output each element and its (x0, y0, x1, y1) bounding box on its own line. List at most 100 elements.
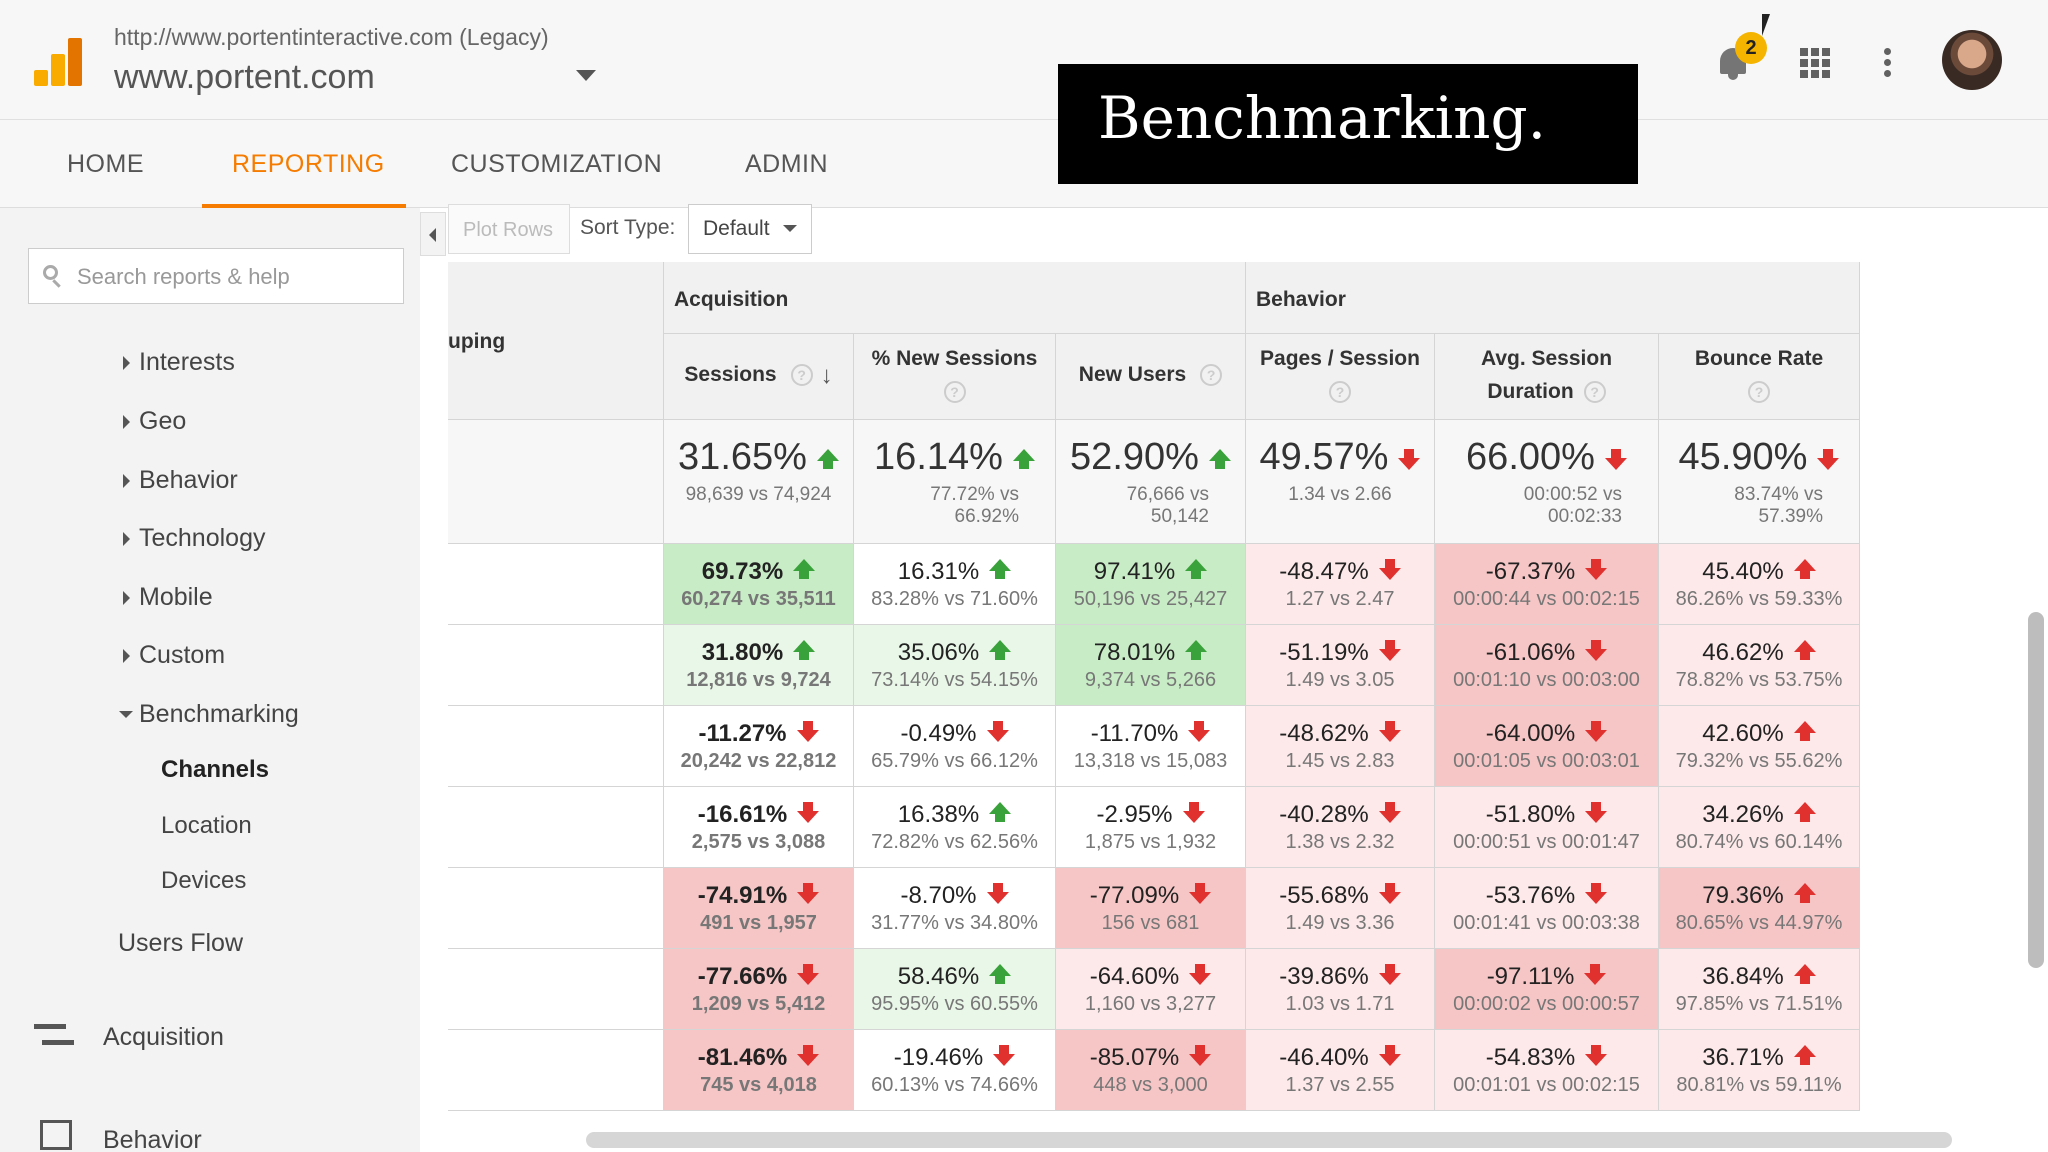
sidebar-item-geo[interactable]: Geo (139, 407, 187, 435)
sidebar-item-devices[interactable]: Devices (161, 867, 247, 894)
row-dimension-cell[interactable] (448, 544, 664, 625)
sidebar-item-mobile[interactable]: Mobile (139, 583, 213, 611)
column-header-new-users[interactable]: New Users? (1056, 334, 1246, 420)
column-header-bounce-rate[interactable]: Bounce Rate? (1659, 334, 1860, 420)
help-icon[interactable]: ? (943, 381, 966, 404)
column-header-pages-session[interactable]: Pages / Session? (1246, 334, 1435, 420)
column-header-avg-session-duration[interactable]: Avg. Session Duration? (1435, 334, 1659, 420)
help-icon[interactable]: ? (1748, 381, 1770, 404)
property-name[interactable]: www.portent.com (114, 58, 375, 96)
tab-customization[interactable]: CUSTOMIZATION (451, 150, 663, 178)
dimension-header-label[interactable]: uping (448, 330, 506, 353)
analytics-logo-icon[interactable] (34, 36, 84, 86)
sidebar-item-channels[interactable]: Channels (161, 756, 270, 783)
sidebar-item-behavior[interactable]: Behavior (139, 466, 238, 494)
expand-arrow-icon[interactable] (123, 356, 130, 370)
table-cell: -81.46% 745 vs 4,018 (664, 1030, 854, 1111)
column-header--new-sessions[interactable]: % New Sessions? (854, 334, 1056, 420)
sidebar-item-interests[interactable]: Interests (139, 348, 235, 376)
benchmarking-caption: Benchmarking. (1058, 64, 1638, 184)
sidebar: Search reports & help Interests Geo Beha… (0, 208, 420, 1152)
row-dimension-cell[interactable] (448, 706, 664, 787)
comparison-text: 60.13% vs 74.66% (871, 1074, 1038, 1096)
row-dimension-cell[interactable] (448, 868, 664, 949)
arrow-down-icon (1378, 640, 1401, 662)
help-icon[interactable]: ? (1329, 381, 1351, 404)
sidebar-item-custom[interactable]: Custom (139, 641, 226, 669)
comparison-text: 00:00:02 vs 00:00:57 (1453, 993, 1640, 1015)
table-cell: -51.80% 00:00:51 vs 00:01:47 (1435, 787, 1659, 868)
search-placeholder: Search reports & help (77, 264, 290, 289)
sidebar-section-behavior[interactable]: Behavior (103, 1126, 202, 1152)
expand-arrow-icon[interactable] (123, 649, 130, 663)
account-url[interactable]: http://www.portentinteractive.com (Legac… (114, 24, 549, 50)
totals-dimension-cell (448, 420, 664, 544)
help-icon[interactable]: ? (1583, 381, 1606, 404)
percent-change: -53.76% (1485, 882, 1576, 909)
search-input[interactable]: Search reports & help (28, 248, 404, 304)
sort-descending-icon[interactable]: ↓ (820, 361, 833, 389)
table-cell: 16.38% 72.82% vs 62.56% (854, 787, 1056, 868)
totals-cell: 31.65% 98,639 vs 74,924 (664, 420, 854, 544)
apps-grid-icon[interactable] (1800, 48, 1830, 78)
tab-admin[interactable]: ADMIN (745, 150, 829, 178)
expand-arrow-icon[interactable] (123, 474, 130, 488)
totals-percent: 49.57% (1259, 436, 1389, 478)
help-icon[interactable]: ? (1200, 364, 1223, 387)
sidebar-item-users-flow[interactable]: Users Flow (118, 929, 244, 957)
comparison-text: 1.34 vs 2.66 (1288, 484, 1392, 505)
vertical-scrollbar[interactable] (2028, 612, 2044, 968)
cell-comparison: 65.79% vs 66.12% (854, 750, 1055, 773)
sidebar-item-location[interactable]: Location (161, 812, 252, 839)
arrow-down-icon (796, 721, 819, 743)
cell-value: -16.61% (664, 801, 853, 829)
sidebar-collapse-button[interactable] (420, 212, 446, 256)
table-cell: -11.70% 13,318 vs 15,083 (1056, 706, 1246, 787)
plot-rows-button[interactable]: Plot Rows (448, 204, 570, 254)
comparison-text: 65.79% vs 66.12% (871, 750, 1038, 772)
totals-comparison: 1.34 vs 2.66 (1246, 484, 1434, 506)
behavior-icon (40, 1120, 72, 1150)
column-header-sessions[interactable]: Sessions? ↓ (664, 334, 854, 420)
percent-change: -97.11% (1486, 963, 1575, 990)
tab-reporting[interactable]: REPORTING (232, 150, 385, 178)
row-dimension-cell[interactable] (448, 1030, 664, 1111)
expand-arrow-icon[interactable] (123, 591, 130, 605)
table-cell: -40.28% 1.38 vs 2.32 (1246, 787, 1435, 868)
column-label: Sessions (684, 363, 777, 386)
comparison-text: 60,274 vs 35,511 (681, 588, 836, 610)
more-options-icon[interactable] (1884, 48, 1892, 78)
collapse-arrow-icon[interactable] (119, 711, 133, 718)
expand-arrow-icon[interactable] (123, 415, 130, 429)
cell-comparison: 1.49 vs 3.05 (1246, 669, 1434, 692)
arrow-down-icon (1378, 721, 1401, 743)
row-dimension-cell[interactable] (448, 949, 664, 1030)
totals-cell: 45.90% 83.74% vs 57.39% (1659, 420, 1860, 544)
user-avatar[interactable] (1942, 30, 2002, 90)
account-dropdown-icon[interactable] (576, 70, 596, 81)
comparison-text: 1.03 vs 1.71 (1285, 993, 1395, 1015)
horizontal-scrollbar[interactable] (586, 1132, 1952, 1148)
sidebar-item-technology[interactable]: Technology (139, 524, 266, 552)
search-icon (43, 265, 63, 288)
sort-type-select[interactable]: Default (688, 204, 812, 254)
row-dimension-cell[interactable] (448, 787, 664, 868)
table-cell: 16.31% 83.28% vs 71.60% (854, 544, 1056, 625)
row-dimension-cell[interactable] (448, 625, 664, 706)
cell-comparison: 1.03 vs 1.71 (1246, 993, 1434, 1016)
comparison-text: 2,575 vs 3,088 (691, 831, 826, 853)
cell-value: -67.37% (1435, 558, 1658, 586)
percent-change: 97.41% (1093, 558, 1176, 585)
cell-comparison: 00:01:05 vs 00:03:01 (1435, 750, 1658, 773)
percent-change: -2.95% (1096, 801, 1173, 828)
help-icon[interactable]: ? (790, 364, 813, 387)
cell-comparison: 60,274 vs 35,511 (664, 588, 853, 611)
tab-home[interactable]: HOME (67, 150, 144, 178)
sort-type-label: Sort Type: (580, 216, 676, 239)
sidebar-item-benchmarking[interactable]: Benchmarking (139, 700, 299, 728)
expand-arrow-icon[interactable] (123, 532, 130, 546)
sidebar-section-acquisition[interactable]: Acquisition (103, 1023, 224, 1051)
cell-value: 97.41% (1056, 558, 1245, 586)
table-cell: -85.07% 448 vs 3,000 (1056, 1030, 1246, 1111)
percent-change: 31.80% (701, 639, 784, 666)
